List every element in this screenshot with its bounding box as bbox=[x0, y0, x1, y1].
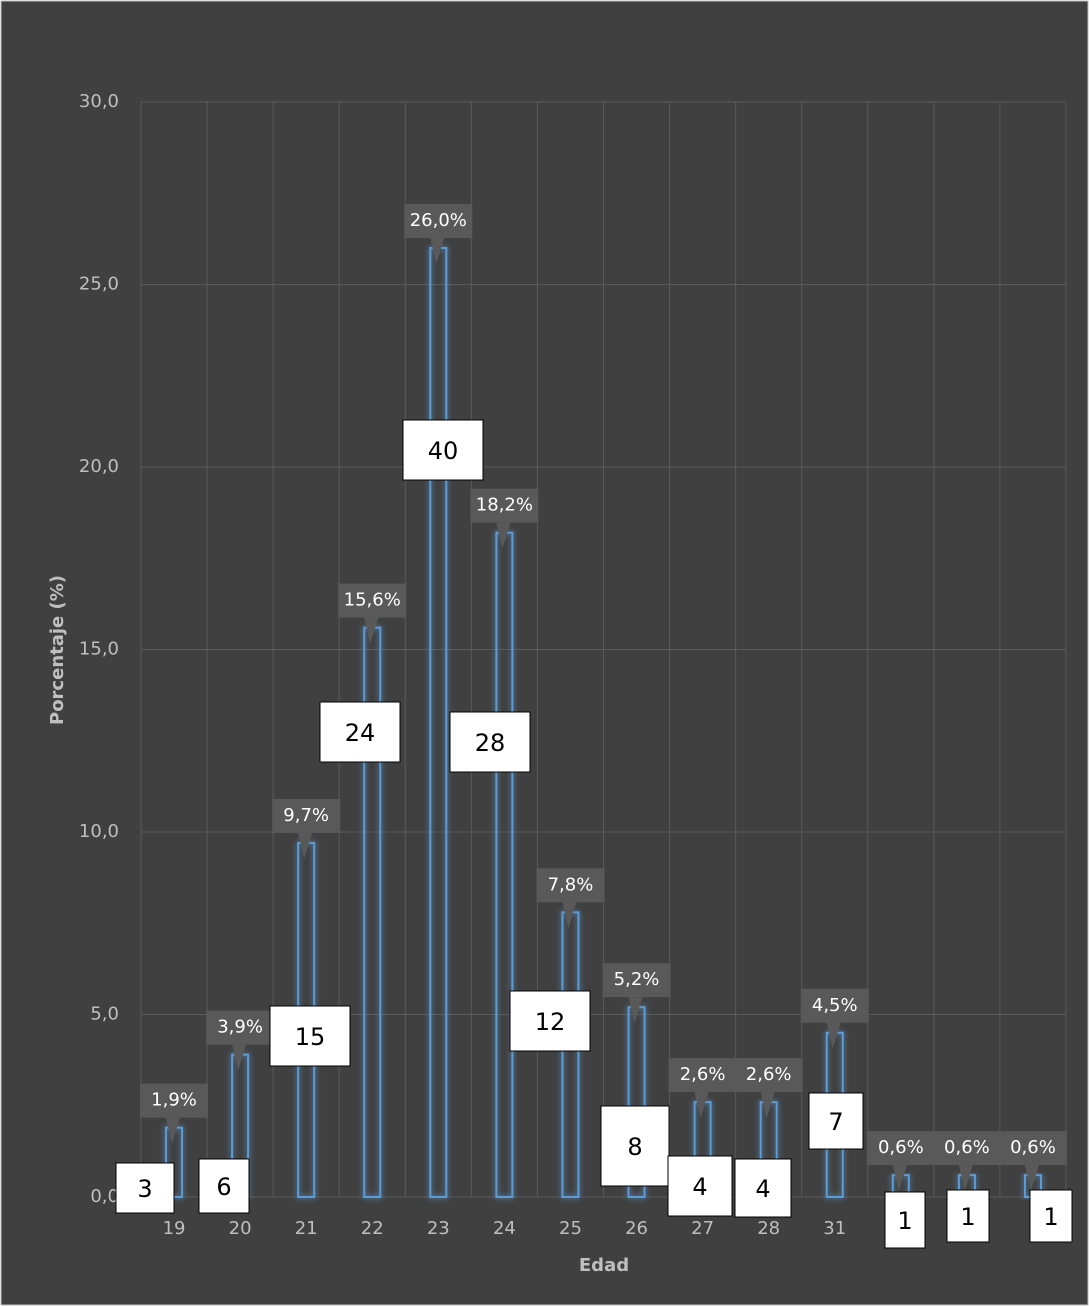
count-label: 7 bbox=[828, 1108, 843, 1136]
data-label: 18,2% bbox=[476, 495, 533, 516]
data-label: 15,6% bbox=[344, 590, 401, 611]
x-tick-label: 27 bbox=[691, 1218, 714, 1239]
y-tick-label: 20,0 bbox=[79, 456, 119, 477]
count-label: 15 bbox=[295, 1023, 326, 1051]
count-box bbox=[1029, 1189, 1073, 1243]
x-tick-label: 22 bbox=[361, 1218, 384, 1239]
data-label: 4,5% bbox=[812, 995, 858, 1016]
count-box bbox=[884, 1191, 926, 1249]
data-label-callout bbox=[232, 1044, 247, 1071]
count-box bbox=[509, 990, 591, 1052]
count-box bbox=[808, 1092, 864, 1150]
count-box bbox=[402, 419, 484, 481]
data-label: 3,9% bbox=[217, 1017, 263, 1038]
data-label-callout bbox=[694, 1092, 709, 1119]
x-tick-label: 20 bbox=[229, 1218, 252, 1239]
data-label-box bbox=[668, 1058, 737, 1093]
data-label: 5,2% bbox=[614, 969, 660, 990]
data-label-box bbox=[866, 1131, 935, 1166]
data-label: 2,6% bbox=[680, 1064, 726, 1085]
x-tick-label: 21 bbox=[295, 1218, 318, 1239]
x-tick-label: 31 bbox=[823, 1218, 846, 1239]
data-label-box bbox=[338, 583, 407, 618]
data-label-callout bbox=[298, 832, 313, 859]
data-label-box bbox=[602, 963, 671, 998]
count-box bbox=[449, 711, 531, 773]
y-tick-label: 30,0 bbox=[79, 91, 119, 112]
y-tick-label: 25,0 bbox=[79, 274, 119, 295]
data-label: 2,6% bbox=[746, 1064, 792, 1085]
data-label: 26,0% bbox=[410, 210, 467, 231]
data-label-box bbox=[734, 1058, 803, 1093]
data-label-box bbox=[536, 868, 605, 903]
data-label-callout bbox=[364, 617, 379, 644]
data-label-box bbox=[206, 1010, 275, 1045]
x-tick-label: 19 bbox=[163, 1218, 186, 1239]
data-label-callout bbox=[760, 1092, 775, 1119]
data-label-callout bbox=[496, 522, 511, 549]
data-label-callout bbox=[892, 1165, 907, 1192]
y-tick-label: 0,0 bbox=[90, 1186, 119, 1207]
y-tick-label: 15,0 bbox=[79, 639, 119, 660]
data-label: 0,6% bbox=[944, 1137, 990, 1158]
count-box bbox=[946, 1189, 990, 1243]
count-label: 6 bbox=[216, 1173, 231, 1201]
data-label-callout bbox=[430, 238, 445, 264]
y-axis-label: Porcentaje (%) bbox=[47, 575, 68, 725]
x-tick-label: 24 bbox=[493, 1218, 516, 1239]
count-label: 1 bbox=[897, 1207, 912, 1235]
count-label: 3 bbox=[137, 1175, 152, 1203]
data-label: 9,7% bbox=[283, 805, 329, 826]
count-box bbox=[319, 701, 401, 763]
y-tick-label: 5,0 bbox=[90, 1004, 119, 1025]
data-label: 7,8% bbox=[548, 874, 594, 895]
count-label: 1 bbox=[960, 1203, 975, 1231]
data-label-box bbox=[998, 1131, 1067, 1166]
data-label-callout bbox=[166, 1117, 181, 1144]
y-tick-label: 10,0 bbox=[79, 821, 119, 842]
count-label: 4 bbox=[692, 1173, 707, 1201]
count-label: 24 bbox=[345, 719, 376, 747]
count-label: 8 bbox=[627, 1133, 642, 1161]
data-label-box bbox=[470, 488, 539, 523]
count-label: 1 bbox=[1043, 1203, 1058, 1231]
data-label-box bbox=[140, 1083, 209, 1118]
x-tick-label: 28 bbox=[757, 1218, 780, 1239]
data-label-box bbox=[932, 1131, 1001, 1166]
data-label-box bbox=[800, 988, 869, 1023]
data-label-box bbox=[272, 798, 341, 833]
x-axis-label: Edad bbox=[579, 1255, 629, 1276]
data-label-callout bbox=[958, 1165, 973, 1192]
count-box bbox=[667, 1155, 733, 1217]
x-tick-label: 25 bbox=[559, 1218, 582, 1239]
data-label-callout bbox=[826, 1022, 841, 1049]
data-label: 0,6% bbox=[878, 1137, 924, 1158]
count-box bbox=[269, 1005, 351, 1067]
count-box bbox=[198, 1158, 250, 1214]
count-box bbox=[734, 1158, 792, 1218]
count-label: 4 bbox=[755, 1175, 770, 1203]
data-label: 1,9% bbox=[151, 1090, 197, 1111]
x-tick-label: 26 bbox=[625, 1218, 648, 1239]
count-box bbox=[115, 1162, 175, 1214]
data-label-callout bbox=[1024, 1165, 1039, 1192]
count-label: 40 bbox=[428, 437, 459, 465]
count-label: 28 bbox=[475, 729, 506, 757]
data-label: 0,6% bbox=[1010, 1137, 1056, 1158]
x-tick-label: 23 bbox=[427, 1218, 450, 1239]
count-box bbox=[600, 1105, 670, 1187]
data-label-callout bbox=[562, 902, 577, 929]
data-label-box bbox=[404, 204, 473, 238]
data-label-callout bbox=[628, 997, 643, 1024]
count-label: 12 bbox=[535, 1008, 566, 1036]
